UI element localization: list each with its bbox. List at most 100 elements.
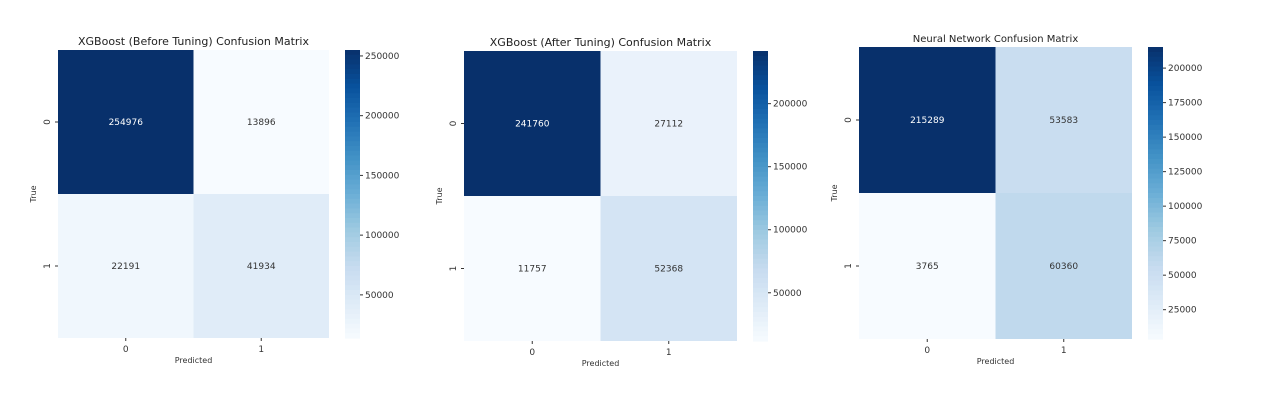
colorbar-segment <box>753 234 768 241</box>
colorbar-segment <box>1148 95 1163 102</box>
colorbar-segment <box>1148 251 1163 257</box>
colorbar-segment <box>1148 304 1163 311</box>
cell-0-0 <box>464 51 601 196</box>
colorbar-segment <box>1148 217 1163 223</box>
colorbar-tick-label: 175000 <box>1168 99 1203 109</box>
colorbar-segment <box>753 167 768 173</box>
colorbar-segment <box>1148 154 1163 160</box>
colorbar-tick-label: 75000 <box>1168 237 1197 247</box>
y-tick-label: 0 <box>43 119 53 125</box>
colorbar-segment <box>1148 295 1163 301</box>
colorbar-tick-label: 125000 <box>1168 168 1203 178</box>
colorbar-segment <box>345 155 360 161</box>
colorbar-segment <box>345 314 360 320</box>
colorbar-segment <box>753 99 768 105</box>
colorbar-segment <box>345 328 360 334</box>
colorbar-segment <box>1148 300 1163 306</box>
colorbar-segment <box>753 104 768 110</box>
cell-1-1 <box>193 194 329 338</box>
colorbar-segment <box>753 263 768 270</box>
colorbar-segment <box>345 198 360 205</box>
colorbar-segment <box>753 138 768 144</box>
colorbar-segment <box>345 102 360 109</box>
colorbar-segment <box>1148 158 1163 165</box>
colorbar-segment <box>1148 139 1163 145</box>
colorbar-segment <box>753 254 768 260</box>
colorbar-segment <box>345 170 360 176</box>
y-tick-label: 1 <box>449 266 459 272</box>
colorbar-segment <box>345 194 360 200</box>
cell-label-1-0: 3765 <box>916 262 939 272</box>
colorbar-segment <box>345 309 360 315</box>
colorbar-segment <box>753 51 768 57</box>
colorbar-segment <box>345 112 360 118</box>
colorbar-segment <box>345 93 360 99</box>
colorbar-segment <box>1148 202 1163 209</box>
colorbar-segment <box>1148 134 1163 141</box>
colorbar-segment <box>1148 71 1163 77</box>
colorbar-tick-label: 100000 <box>1168 202 1203 212</box>
colorbar-segment <box>753 278 768 284</box>
colorbar-segment <box>1148 246 1163 252</box>
colorbar-segment <box>1148 100 1163 106</box>
colorbar-segment <box>753 316 768 323</box>
cell-1-0 <box>859 193 996 339</box>
colorbar-segment <box>345 189 360 195</box>
colorbar-segment <box>1148 163 1163 170</box>
cell-label-0-1: 27112 <box>654 120 683 130</box>
cell-1-0 <box>464 196 601 341</box>
colorbar-segment <box>753 312 768 318</box>
colorbar-segment <box>345 323 360 329</box>
colorbar-segment <box>753 80 768 86</box>
colorbar-tick-label: 250000 <box>365 52 400 62</box>
colorbar-segment <box>753 118 768 125</box>
colorbar-segment <box>345 59 360 65</box>
colorbar-segment <box>753 249 768 255</box>
colorbar-segment <box>1148 231 1163 238</box>
colorbar-segment <box>753 229 768 236</box>
colorbar-segment <box>1148 236 1163 243</box>
colorbar-segment <box>345 222 360 229</box>
colorbar-segment <box>753 200 768 207</box>
colorbar-segment <box>345 160 360 166</box>
colorbar-segment <box>1148 197 1163 204</box>
colorbar-segment <box>1148 314 1163 321</box>
x-axis-label: Predicted <box>175 356 213 365</box>
colorbar-segment <box>1148 329 1163 335</box>
colorbar-segment <box>345 117 360 123</box>
colorbar-segment <box>753 239 768 245</box>
colorbar-segment <box>753 283 768 289</box>
colorbar-segment <box>1148 178 1163 184</box>
colorbar-segment <box>753 123 768 129</box>
colorbar-tick-label: 150000 <box>773 163 808 173</box>
colorbar-segment <box>753 326 768 332</box>
colorbar-segment <box>753 89 768 96</box>
chart-title: XGBoost (Before Tuning) Confusion Matrix <box>78 35 309 48</box>
colorbar-tick-label: 50000 <box>773 289 802 299</box>
colorbar-segment <box>1148 275 1163 282</box>
colorbar-segment <box>1148 256 1163 262</box>
colorbar-tick-label: 50000 <box>365 291 394 301</box>
x-axis-label: Predicted <box>977 357 1015 366</box>
colorbar-segment <box>1148 105 1163 111</box>
x-tick-label: 1 <box>258 345 264 355</box>
x-tick-label: 0 <box>529 348 535 358</box>
colorbar-segment <box>753 75 768 81</box>
colorbar-segment <box>1148 144 1163 150</box>
y-tick-label: 0 <box>844 117 854 123</box>
colorbar-segment <box>1148 173 1163 179</box>
colorbar-segment <box>1148 222 1163 228</box>
cell-1-1 <box>995 193 1132 339</box>
colorbar-segment <box>753 220 768 226</box>
colorbar-segment <box>1148 261 1163 267</box>
colorbar-segment <box>345 246 360 253</box>
colorbar-segment <box>753 191 768 197</box>
colorbar-segment <box>1148 285 1163 291</box>
colorbar-segment <box>345 98 360 104</box>
colorbar-segment <box>345 280 360 286</box>
colorbar-segment <box>345 131 360 137</box>
colorbar-segment <box>345 107 360 113</box>
x-tick-label: 0 <box>123 345 129 355</box>
colorbar-segment <box>753 215 768 221</box>
colorbar-segment <box>753 171 768 178</box>
